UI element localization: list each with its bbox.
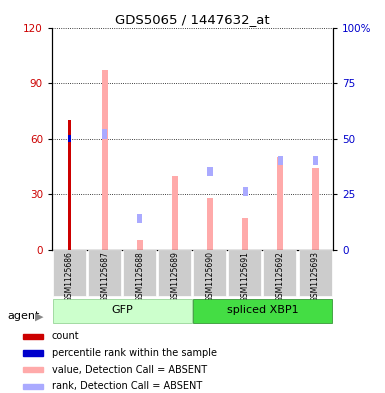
Bar	[172, 176, 178, 250]
Bar	[137, 240, 143, 250]
Bar	[193, 250, 226, 296]
Bar	[313, 156, 318, 165]
Bar	[243, 187, 248, 196]
Text: count: count	[52, 331, 79, 342]
Bar	[193, 299, 332, 323]
Text: GSM1125686: GSM1125686	[65, 251, 74, 302]
Bar	[228, 250, 261, 296]
Text: GSM1125690: GSM1125690	[206, 251, 214, 302]
Text: GSM1125693: GSM1125693	[311, 251, 320, 302]
Bar	[158, 250, 191, 296]
Text: GSM1125692: GSM1125692	[276, 251, 285, 302]
Text: GSM1125687: GSM1125687	[100, 251, 109, 302]
Bar	[23, 350, 43, 356]
Bar	[312, 168, 319, 250]
Bar	[207, 198, 213, 250]
Bar	[278, 156, 283, 165]
Bar	[208, 167, 213, 176]
Text: GSM1125689: GSM1125689	[171, 251, 179, 302]
Bar	[102, 70, 108, 250]
Bar	[123, 250, 156, 296]
Text: rank, Detection Call = ABSENT: rank, Detection Call = ABSENT	[52, 382, 202, 391]
Bar	[137, 214, 142, 223]
Bar	[263, 250, 296, 296]
Text: agent: agent	[8, 311, 40, 321]
Bar	[23, 384, 43, 389]
Bar	[23, 367, 43, 373]
Bar	[23, 334, 43, 339]
Bar	[242, 218, 248, 250]
Bar	[102, 129, 107, 139]
Bar	[88, 250, 121, 296]
Text: GSM1125688: GSM1125688	[135, 251, 144, 302]
Bar	[53, 250, 86, 296]
Text: value, Detection Call = ABSENT: value, Detection Call = ABSENT	[52, 365, 207, 375]
Text: percentile rank within the sample: percentile rank within the sample	[52, 348, 217, 358]
Title: GDS5065 / 1447632_at: GDS5065 / 1447632_at	[115, 13, 270, 26]
Text: ▶: ▶	[35, 311, 44, 321]
Text: GSM1125691: GSM1125691	[241, 251, 250, 302]
Bar	[299, 250, 331, 296]
Text: spliced XBP1: spliced XBP1	[227, 305, 299, 316]
Bar	[68, 120, 71, 250]
Text: GFP: GFP	[111, 305, 133, 316]
Bar	[277, 157, 283, 250]
Bar	[53, 299, 192, 323]
Bar	[68, 135, 71, 142]
